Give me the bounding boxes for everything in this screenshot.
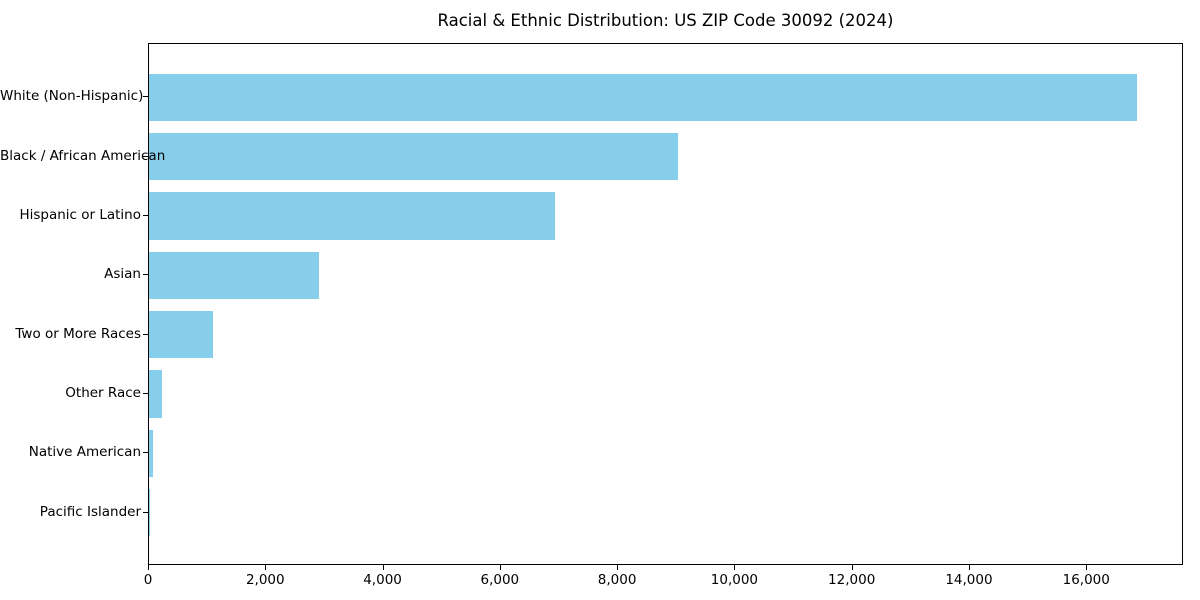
bar [149,488,150,537]
x-tick-mark [851,565,853,570]
y-tick-mark [143,392,148,394]
x-tick-mark [382,565,384,570]
y-tick-mark [143,155,148,157]
y-tick-label: Black / African American [0,147,166,164]
x-tick-label: 14,000 [945,572,993,588]
y-tick-mark [143,452,148,454]
y-tick-label: Pacific Islander [39,503,141,520]
x-tick-mark [1086,565,1088,570]
y-tick-mark [143,333,148,335]
bar [149,73,1138,122]
bar [149,192,555,240]
x-tick-mark [968,565,970,570]
y-tick-label: Asian [104,266,141,283]
bar [149,429,154,478]
y-tick-mark [143,511,148,513]
x-tick-label: 4,000 [363,572,402,588]
x-tick-mark [617,565,619,570]
x-tick-label: 6,000 [480,572,520,588]
y-tick-label: Hispanic or Latino [19,207,141,224]
y-tick-label: Native American [28,444,141,461]
bar [149,370,162,418]
x-tick-mark [148,565,149,570]
y-tick-label: Two or More Races [15,325,141,342]
x-tick-label: 2,000 [245,572,285,588]
bar [149,132,678,181]
y-tick-label: White (Non-Hispanic) [0,88,144,105]
y-tick-label: Other Race [65,384,141,401]
y-tick-mark [143,274,148,276]
x-tick-mark [734,565,736,570]
y-tick-mark [143,96,148,98]
y-tick-mark [143,215,148,217]
x-tick-label: 12,000 [828,572,876,588]
bar [149,310,213,359]
x-tick-mark [265,565,267,570]
plot-area [148,43,1183,565]
x-tick-label: 16,000 [1062,572,1110,588]
x-tick-label: 10,000 [710,572,759,588]
x-tick-label: 0 [143,572,153,588]
bar [149,251,320,300]
x-tick-mark [499,565,501,570]
chart-title: Racial & Ethnic Distribution: US ZIP Cod… [437,11,894,30]
x-tick-label: 8,000 [597,572,637,588]
